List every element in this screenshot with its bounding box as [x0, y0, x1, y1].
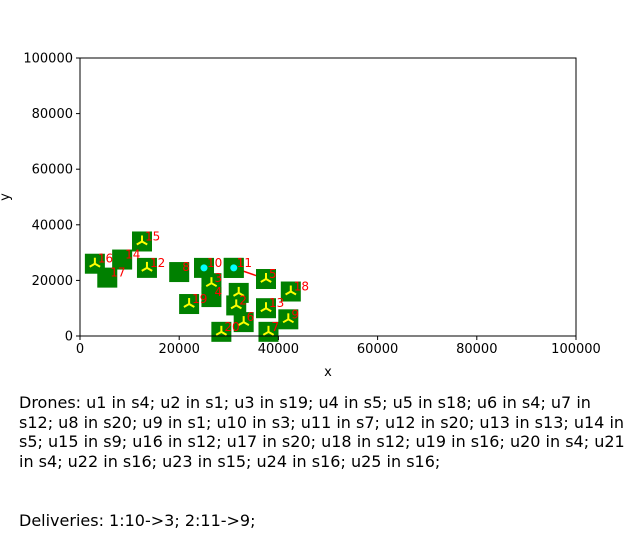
station-label: 10	[207, 256, 222, 270]
drone-marker	[262, 325, 275, 336]
drone-marker	[260, 273, 272, 283]
station-label: 19	[192, 292, 207, 306]
y-tick-label: 100000	[23, 52, 73, 67]
drones-caption: Drones: u1 in s4; u2 in s1; u3 in s19; u…	[19, 393, 630, 471]
y-tick-label: 60000	[32, 163, 73, 178]
station-label: 13	[269, 296, 284, 310]
station-label: 9	[291, 307, 299, 321]
x-axis: 0 20000 40000 60000 80000 100000	[76, 336, 601, 357]
station-marker	[169, 262, 190, 283]
plot-frame	[79, 57, 577, 337]
y-axis: 0 20000 40000 60000 80000 100000	[23, 52, 80, 345]
drone-marker	[89, 257, 101, 268]
drone-marker	[183, 298, 195, 308]
station-label: 2	[239, 293, 247, 307]
drone-marker	[215, 325, 228, 336]
drone-marker	[233, 286, 245, 297]
delivery-point-marker	[200, 264, 208, 272]
x-tick-label: 60000	[357, 342, 398, 357]
markers-layer	[200, 264, 238, 272]
drone-marker	[260, 302, 272, 313]
y-axis-label: y	[0, 193, 13, 201]
x-tick-label: 100000	[551, 342, 601, 357]
y-tick-label: 20000	[32, 274, 73, 289]
station-marker	[112, 249, 133, 270]
station-marker	[201, 287, 222, 308]
y-tick-label: 0	[65, 330, 73, 345]
y-tick-label: 80000	[32, 107, 73, 122]
caption: Drones: u1 in s4; u2 in s1; u3 in s19; u…	[19, 354, 629, 550]
station-label: 8	[182, 260, 190, 274]
drone-marker	[237, 316, 250, 326]
station-label: 20	[224, 320, 239, 334]
x-tick-label: 80000	[456, 342, 497, 357]
station-label: 12	[150, 256, 165, 270]
x-tick-label: 40000	[258, 342, 299, 357]
station-label: 4	[214, 285, 222, 299]
plot-area	[80, 58, 576, 336]
station-label: 3	[214, 271, 222, 285]
drone-marker	[230, 299, 242, 310]
x-tick-label: 0	[76, 342, 84, 357]
station-label: 15	[145, 229, 160, 243]
station-label: 6	[247, 310, 255, 324]
drone-marker	[285, 285, 297, 296]
delivery-point-marker	[230, 264, 238, 272]
station-label: 16	[98, 252, 113, 266]
station-label: 17	[110, 266, 125, 280]
drone-marker	[136, 235, 148, 246]
drone-marker	[282, 313, 295, 324]
station-label: 14	[125, 248, 140, 262]
station-label: 7	[271, 320, 279, 334]
station-label: 18	[294, 280, 309, 294]
x-axis-label: x	[324, 365, 332, 380]
station-label: 1	[237, 256, 245, 270]
station-label: 5	[269, 267, 277, 281]
drone-marker	[205, 277, 218, 288]
station-marker	[97, 267, 118, 288]
y-tick-label: 40000	[32, 218, 73, 233]
x-tick-label: 20000	[159, 342, 200, 357]
station-label: 11	[237, 256, 252, 270]
deliveries-caption: Deliveries: 1:10->3; 2:11->9;	[19, 510, 256, 530]
drones-layer	[89, 235, 297, 336]
drone-marker	[141, 261, 153, 272]
